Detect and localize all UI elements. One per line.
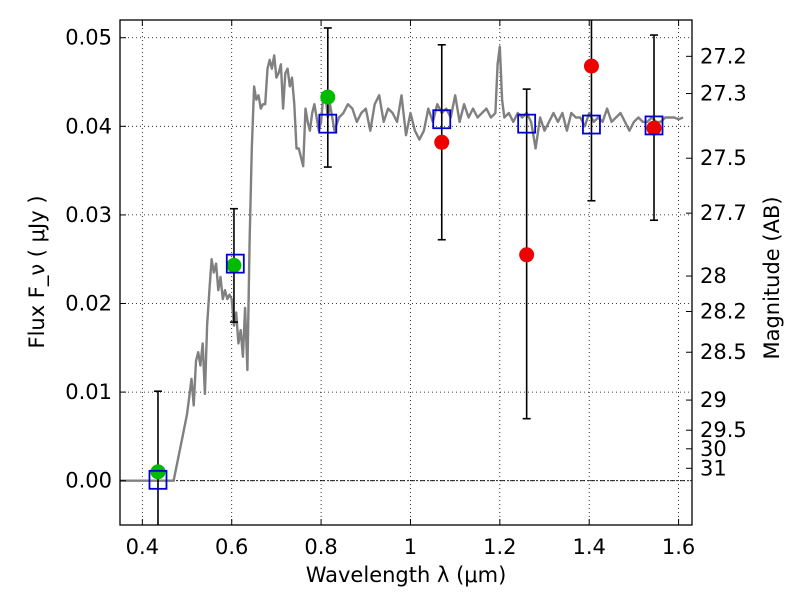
data-markers [148,58,664,490]
y-tick-label: 0.02 [65,292,112,316]
x-tick-label: 0.6 [215,535,248,559]
x-tick-label: 1 [404,535,417,559]
right-tick-label: 29 [700,388,727,412]
right-tick-label: 29.5 [700,418,747,442]
right-tick-label: 27.7 [700,201,747,225]
y-tick-label: 0.05 [65,26,112,50]
model-spectrum [120,45,684,482]
x-tick-label: 1.4 [573,535,606,559]
axis-ticks: 0.4 0.6 0.8 1 1.2 1.4 1.6 0.00 0.01 0.02 0.03 0.04 0… [65,20,747,559]
y-tick-label: 0.04 [65,114,112,138]
y-tick-label: 0.01 [65,380,112,404]
model-band-square [582,114,601,135]
x-axis-label: Wavelength λ (μm) [306,563,507,587]
right-tick-label: 28.5 [700,340,747,364]
y-tick-label: 0.00 [65,469,112,493]
right-tick-label: 30 [700,437,727,461]
right-tick-label: 27.3 [700,82,747,106]
x-tick-label: 0.8 [304,535,337,559]
y-axis-label: Flux F_ν ( μJy ) [25,195,50,348]
red-data-point [434,134,450,150]
model-band-square [517,113,537,134]
right-tick-label: 28 [700,264,727,288]
right-tick-label: 27.2 [700,44,747,68]
green-data-point [320,89,336,105]
green-data-point [150,464,166,480]
x-tick-label: 1.2 [483,535,516,559]
right-tick-label: 31 [700,456,727,480]
model-band-square [225,253,245,274]
x-tick-label: 1.6 [662,535,695,559]
right-tick-label: 27.5 [700,146,747,170]
model-spectrum-line [120,45,684,482]
right-tick-label: 28.2 [700,299,747,323]
red-data-point [519,247,535,263]
model-band-square [148,469,168,490]
green-data-point [226,257,242,273]
right-axis-label: Magnitude (AB) [760,196,784,359]
x-tick-label: 0.4 [126,535,159,559]
model-band-square [644,115,664,136]
red-data-point [583,58,599,74]
red-data-point [646,120,662,136]
model-band-square [318,113,338,134]
model-band-square [432,109,452,130]
plot-frame [119,19,693,526]
y-tick-label: 0.03 [65,203,112,227]
